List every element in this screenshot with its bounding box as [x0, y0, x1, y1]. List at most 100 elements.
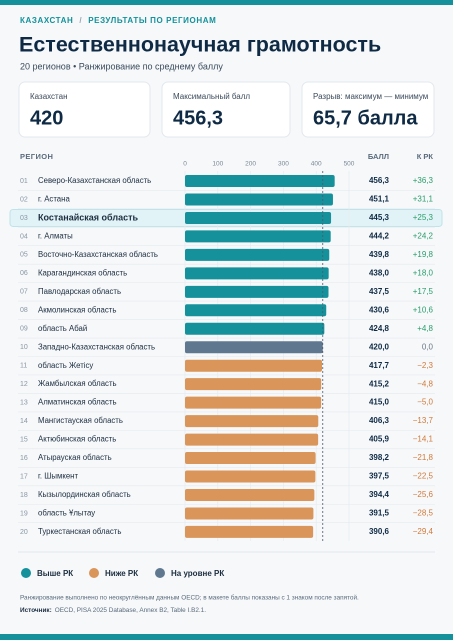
- rank: 18: [20, 492, 28, 499]
- bar: [185, 452, 316, 465]
- bar: [185, 267, 329, 280]
- region-name: область Ұлытау: [38, 509, 95, 518]
- region-name: Костанайская область: [38, 212, 139, 222]
- bar: [185, 396, 322, 409]
- column-header: К РК: [417, 152, 434, 161]
- score-label: 397,5: [369, 472, 390, 481]
- x-tick-label: 400: [311, 161, 322, 168]
- diff-label: −29,4: [413, 527, 434, 536]
- diff-label: 0,0: [422, 342, 434, 351]
- top-stripe: [0, 0, 453, 5]
- rank: 20: [20, 529, 28, 536]
- rank: 04: [20, 233, 28, 240]
- diff-label: +31,1: [413, 195, 434, 204]
- stat-card-value: 65,7 балла: [313, 107, 418, 129]
- subtitle: 20 регионов • Ранжирование по среднему б…: [20, 61, 223, 71]
- rank: 06: [20, 270, 28, 277]
- region-name: Карагандинская область: [38, 268, 127, 277]
- bottom-stripe: [0, 634, 453, 640]
- score-label: 438,0: [369, 268, 390, 277]
- diff-label: −5,0: [417, 398, 433, 407]
- rank: 13: [20, 399, 28, 406]
- diff-label: +10,6: [413, 305, 434, 314]
- stat-card-label: Казахстан: [30, 92, 68, 101]
- diff-label: +18,0: [413, 268, 434, 277]
- stat-card: [18, 81, 151, 138]
- rank: 08: [20, 307, 28, 314]
- score-label: 406,3: [369, 416, 390, 425]
- legend-label: Выше РК: [37, 569, 73, 578]
- rank: 07: [20, 289, 28, 296]
- score-label: 420,0: [369, 342, 390, 351]
- legend-swatch: [155, 568, 165, 578]
- score-label: 437,5: [369, 287, 390, 296]
- stat-card: [301, 81, 435, 138]
- score-label: 398,2: [369, 453, 390, 462]
- rank: 17: [20, 473, 28, 480]
- score-label: 444,2: [369, 232, 390, 241]
- region-name: Северо-Казахстанская область: [38, 176, 151, 185]
- region-name: Акмолинская область: [38, 305, 116, 314]
- legend-label: На уровне РК: [171, 569, 224, 578]
- diff-label: −4,8: [417, 379, 433, 388]
- breadcrumb-separator: /: [79, 16, 82, 25]
- bar: [185, 193, 333, 206]
- region-name: Актюбинская область: [38, 435, 116, 444]
- diff-label: −21,8: [413, 453, 434, 462]
- region-name: Мангистауская область: [38, 416, 123, 425]
- legend-swatch: [89, 568, 99, 578]
- score-label: 415,0: [369, 398, 390, 407]
- bar: [185, 230, 331, 243]
- breadcrumb-item: РЕЗУЛЬТАТЫ ПО РЕГИОНАМ: [88, 16, 216, 25]
- breadcrumb: КАЗАХСТАН / РЕЗУЛЬТАТЫ ПО РЕГИОНАМ: [20, 16, 216, 25]
- bar: [185, 175, 335, 187]
- diff-label: −22,5: [413, 472, 434, 481]
- title: Естественнонаучная грамотность: [19, 33, 381, 57]
- rank: 14: [20, 418, 28, 425]
- source: Источник: OECD, PISA 2025 Database, Annex…: [20, 607, 206, 614]
- bar: [185, 433, 319, 446]
- rank: 09: [20, 326, 28, 333]
- region-name: Туркестанская область: [38, 527, 121, 536]
- score-label: 390,6: [369, 527, 390, 536]
- diff-label: +25,3: [413, 213, 434, 222]
- breadcrumb-item: КАЗАХСТАН: [20, 16, 73, 25]
- diff-label: +17,5: [413, 287, 434, 296]
- bar: [185, 211, 332, 224]
- stat-card-label: Разрыв: максимум — минимум: [313, 92, 428, 101]
- bar: [185, 415, 319, 428]
- bar: [185, 378, 322, 391]
- region-name: Западно-Казахстанская область: [38, 342, 155, 351]
- score-label: 391,5: [369, 509, 390, 518]
- x-tick-label: 100: [212, 161, 223, 168]
- diff-label: −25,6: [413, 490, 434, 499]
- bar: [185, 507, 314, 520]
- x-tick-label: 200: [245, 161, 256, 168]
- diff-label: +36,3: [413, 176, 434, 185]
- x-tick-label: 300: [278, 161, 289, 168]
- bar: [185, 285, 329, 298]
- score-label: 424,8: [369, 324, 390, 333]
- bar: [185, 248, 330, 261]
- legend-label: Ниже РК: [105, 569, 138, 578]
- score-label: 456,3: [369, 176, 390, 185]
- footnote: Ранжирование выполнено по неокруглённым …: [20, 594, 359, 602]
- region-name: г. Алматы: [38, 231, 73, 240]
- bar: [185, 470, 316, 483]
- rank: 19: [20, 510, 28, 517]
- bar: [185, 304, 327, 317]
- diff-label: +4,8: [417, 324, 433, 333]
- score-label: 439,8: [369, 250, 390, 259]
- diff-label: −28,5: [413, 509, 434, 518]
- bar: [185, 488, 315, 501]
- rank: 05: [20, 252, 28, 259]
- score-label: 430,6: [369, 305, 390, 314]
- column-header: РЕГИОН: [20, 152, 53, 161]
- score-label: 417,7: [369, 361, 390, 370]
- stat-card-value: 456,3: [173, 107, 223, 129]
- rank: 03: [20, 215, 28, 222]
- rank: 02: [20, 196, 28, 203]
- bar: [185, 359, 323, 372]
- region-name: область Жетісу: [38, 361, 93, 370]
